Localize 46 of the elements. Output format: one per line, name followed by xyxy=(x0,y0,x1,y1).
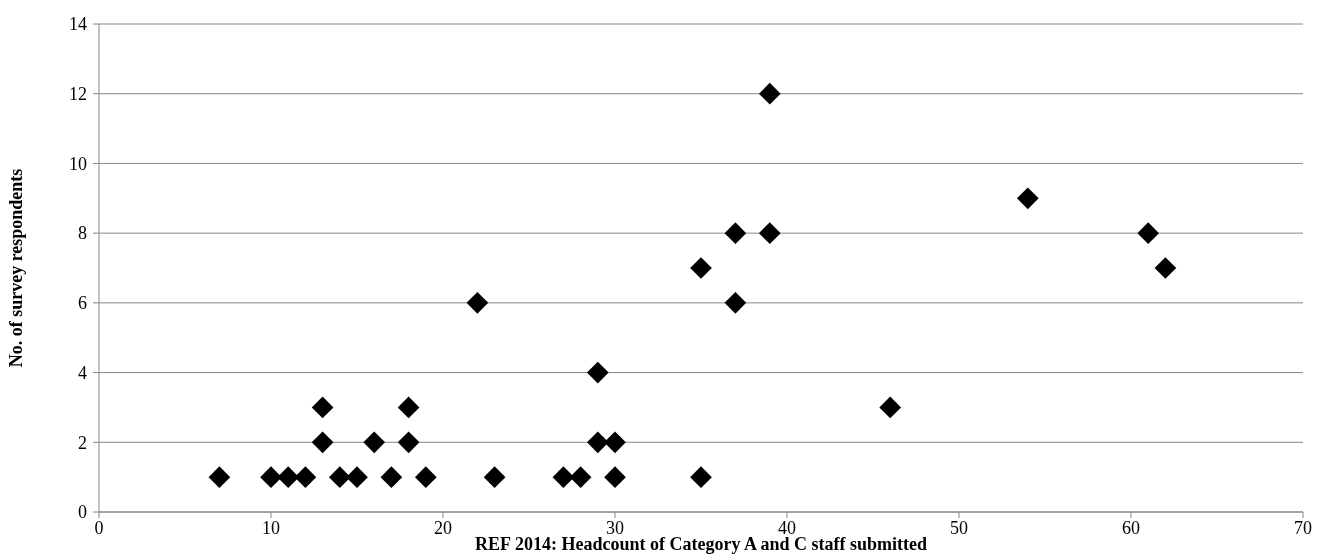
y-tick-label: 10 xyxy=(69,153,87,174)
point xyxy=(208,466,231,488)
y-tick-label: 4 xyxy=(78,362,87,383)
y-tick-label: 6 xyxy=(78,293,87,314)
point xyxy=(604,431,626,454)
point xyxy=(397,396,420,419)
point xyxy=(277,466,300,488)
x-tick-label: 20 xyxy=(434,518,452,538)
x-tick-label: 60 xyxy=(1122,518,1140,538)
point xyxy=(586,431,609,454)
y-tick-label: 14 xyxy=(69,14,87,35)
point xyxy=(346,466,368,488)
point xyxy=(724,292,747,314)
y-tick-label: 12 xyxy=(69,84,87,105)
x-tick-label: 70 xyxy=(1294,518,1312,538)
point xyxy=(1137,222,1160,244)
point xyxy=(690,466,712,488)
point xyxy=(552,466,575,488)
point xyxy=(724,222,747,244)
x-tick-label: 0 xyxy=(94,518,104,538)
point xyxy=(758,82,781,105)
point xyxy=(311,431,334,454)
point xyxy=(604,466,626,488)
point xyxy=(466,292,489,314)
point xyxy=(260,466,282,488)
x-tick-label: 50 xyxy=(950,518,968,538)
point xyxy=(879,396,902,419)
point xyxy=(1016,187,1039,210)
point xyxy=(690,257,712,279)
point xyxy=(328,466,351,488)
point xyxy=(311,396,334,419)
y-axis-title: No. of survey respondents xyxy=(6,168,26,368)
point xyxy=(380,466,403,488)
point xyxy=(1154,257,1177,279)
y-tick-label: 8 xyxy=(78,223,87,244)
point xyxy=(414,466,437,488)
point xyxy=(483,466,506,488)
point xyxy=(586,361,609,384)
point xyxy=(397,431,420,454)
y-tick-label: 2 xyxy=(78,432,87,453)
point xyxy=(569,466,592,488)
y-tick-label: 0 xyxy=(78,502,87,523)
x-tick-label: 10 xyxy=(262,518,280,538)
point xyxy=(294,466,317,488)
point xyxy=(363,431,386,454)
point xyxy=(758,222,781,244)
